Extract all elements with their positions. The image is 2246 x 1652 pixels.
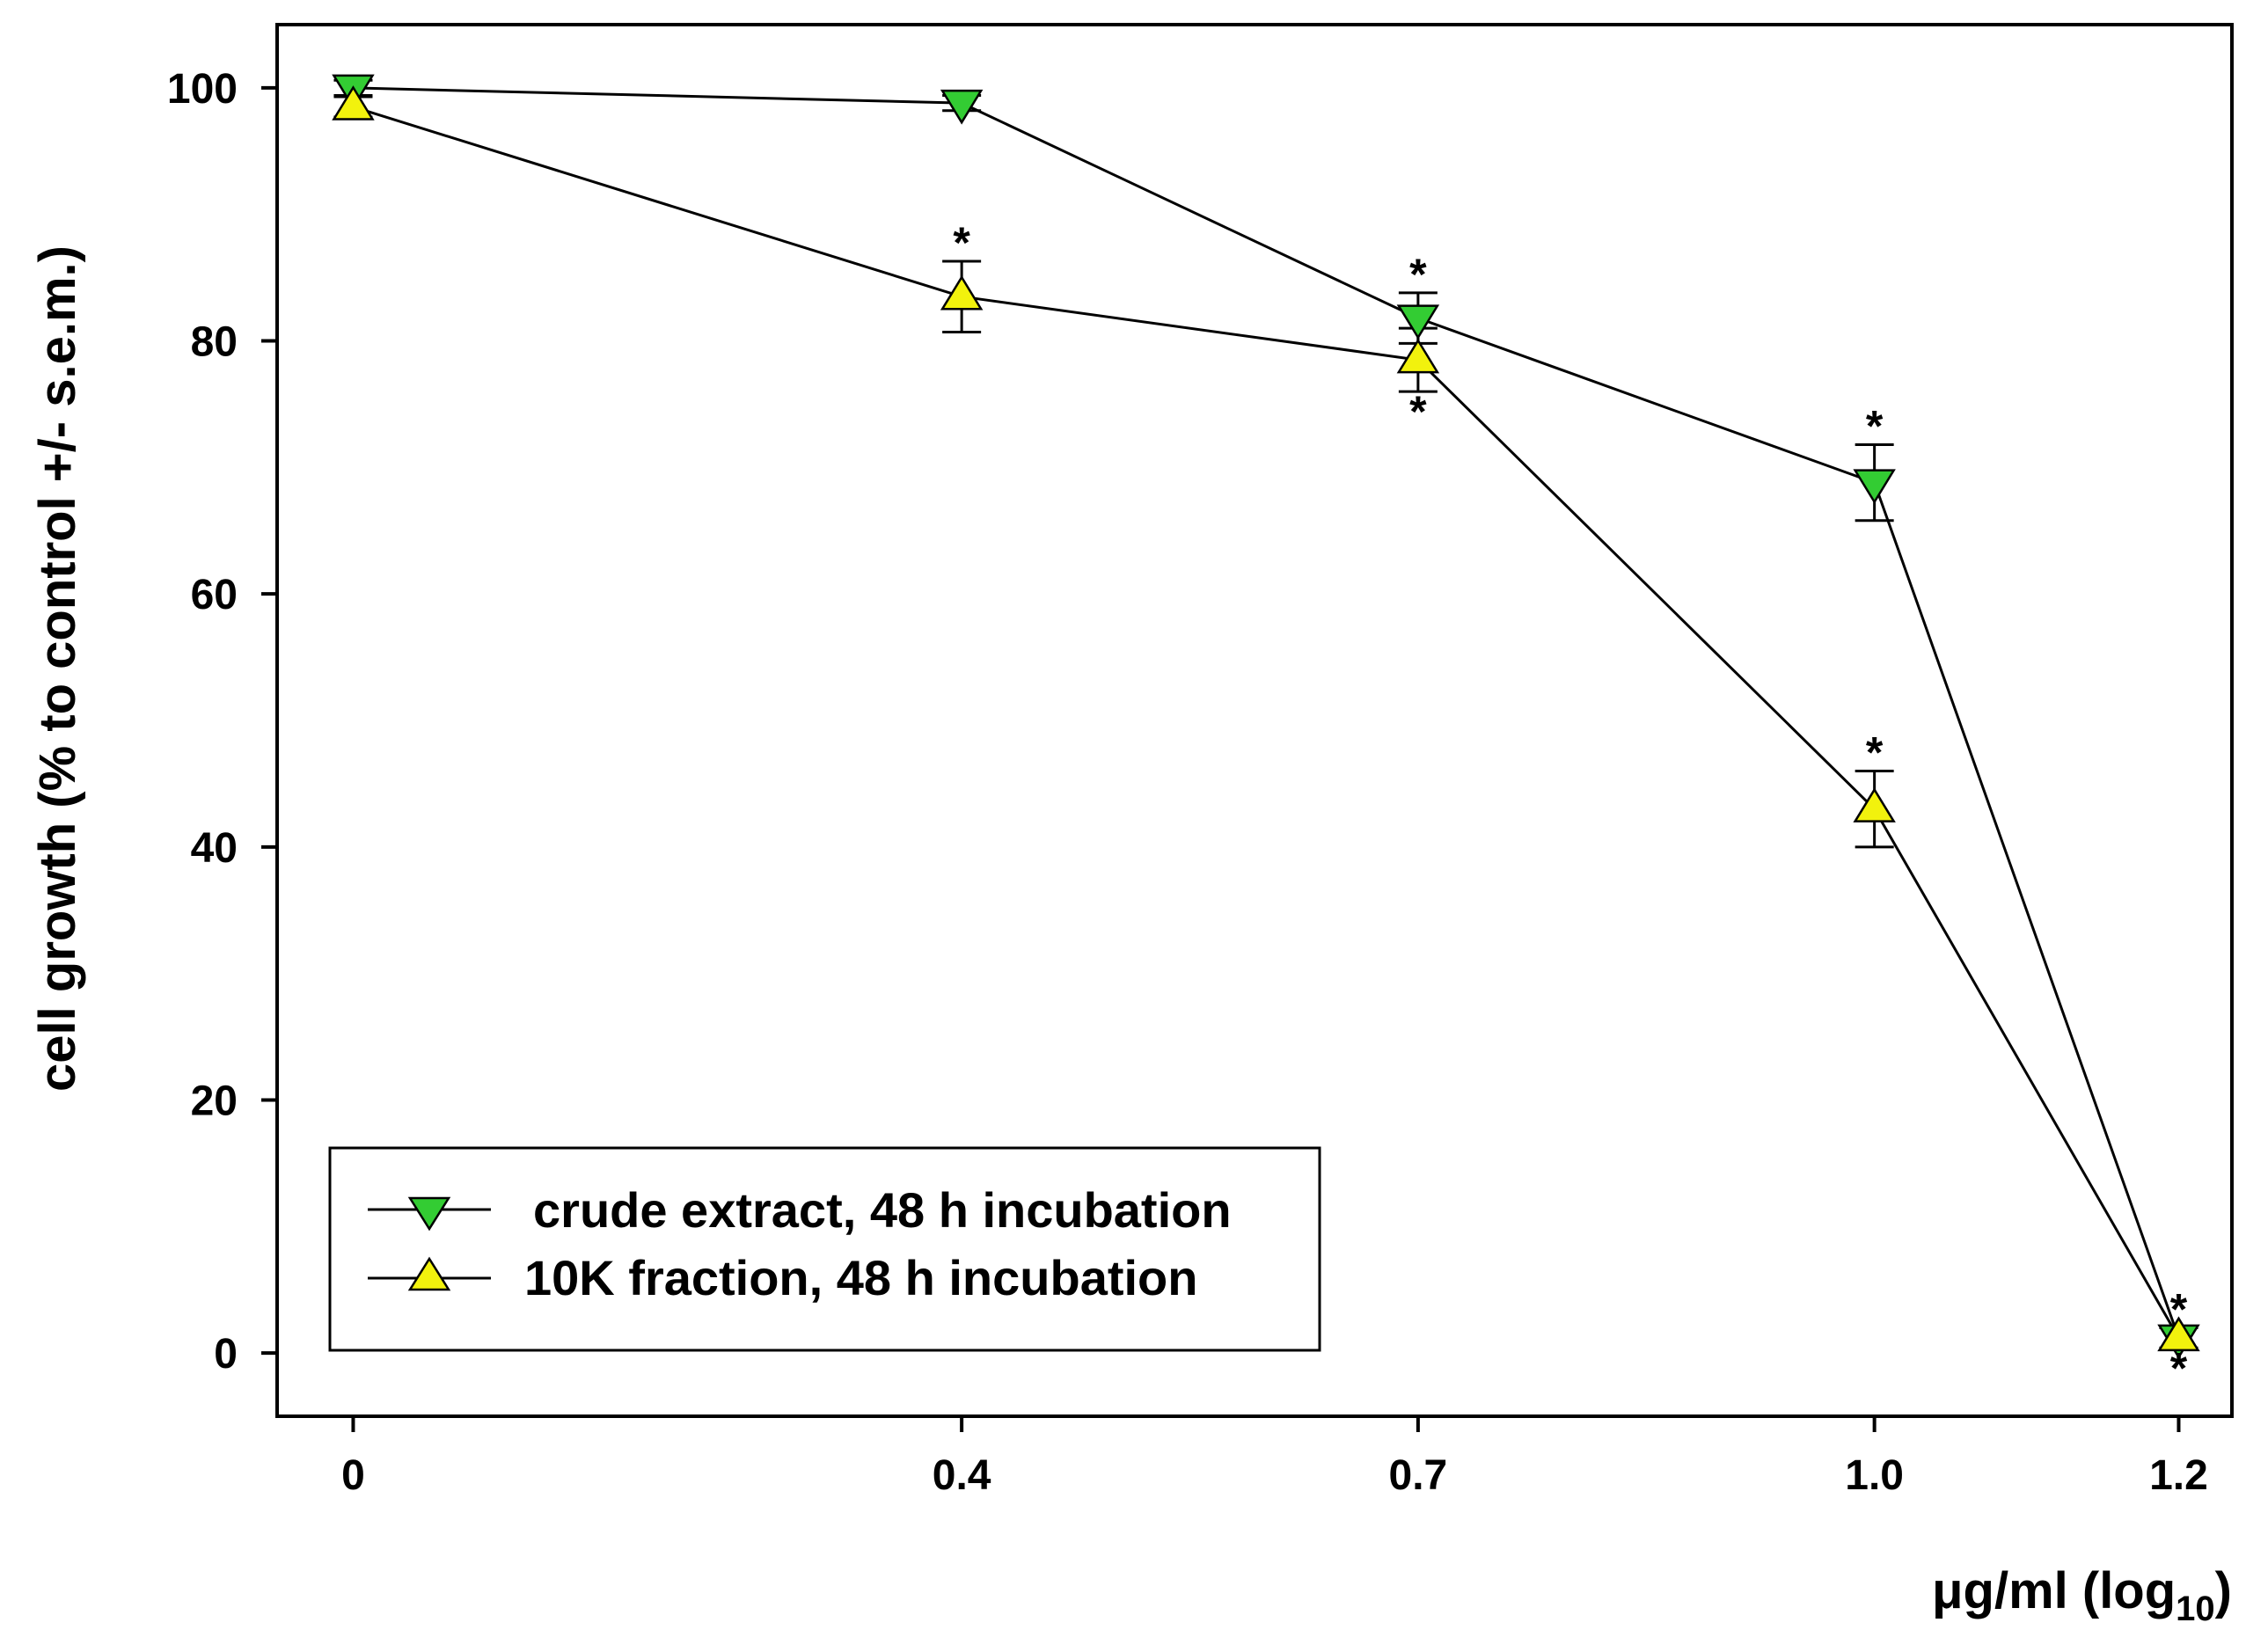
x-tick-label: 0.4: [933, 1452, 991, 1499]
legend-label-10k: 10K fraction, 48 h incubation: [524, 1250, 1197, 1305]
significance-asterisk: *: [2170, 1284, 2188, 1334]
legend-label-crude: crude extract, 48 h incubation: [533, 1182, 1232, 1238]
data-point-triangle-up: [940, 274, 984, 311]
data-point-triangle-down: [1396, 304, 1440, 340]
significance-asterisk: *: [1866, 728, 1884, 778]
x-tick-label: 1.2: [2149, 1452, 2208, 1499]
x-tick-label: 0.7: [1389, 1452, 1448, 1499]
series-layer: * * * * * * *: [332, 74, 2200, 1393]
y-axis: 0 20 40 60 80 100: [167, 66, 277, 1378]
significance-asterisk: *: [1866, 401, 1884, 450]
data-point-triangle-down: [940, 89, 984, 125]
significance-asterisk: *: [2170, 1343, 2188, 1393]
legend-marker-10k: [407, 1256, 451, 1291]
x-tick-label: 0: [341, 1452, 365, 1499]
x-axis: 0 0.4 0.7 1.0 1.2: [341, 1416, 2208, 1499]
y-tick-label: 100: [167, 66, 238, 113]
significance-asterisk: *: [1409, 250, 1427, 299]
data-point-triangle-up: [1396, 338, 1440, 374]
y-tick-label: 60: [191, 572, 238, 618]
data-point-triangle-up: [1853, 787, 1896, 822]
y-tick-label: 80: [191, 319, 238, 366]
significance-asterisk: *: [1409, 387, 1427, 436]
x-axis-title-main: μg/ml (log: [1932, 1562, 2176, 1619]
x-axis-title: μg/ml (log10): [1932, 1562, 2232, 1628]
significance-asterisk: *: [953, 218, 970, 267]
y-axis-title: cell growth (% to control +/- s.e.m.): [29, 245, 86, 1092]
x-tick-label: 1.0: [1845, 1452, 1904, 1499]
data-point-triangle-up: [2157, 1316, 2200, 1352]
data-point-triangle-up: [332, 85, 375, 121]
legend: crude extract, 48 h incubation 10K fract…: [328, 1146, 1321, 1352]
x-axis-title-subscript: 10: [2176, 1590, 2215, 1628]
plot-frame: [275, 23, 2234, 1418]
y-tick-label: 20: [191, 1078, 238, 1124]
legend-marker-crude: [407, 1196, 451, 1232]
x-axis-title-close: ): [2215, 1562, 2232, 1619]
data-point-triangle-down: [1853, 469, 1896, 505]
y-tick-label: 0: [214, 1331, 238, 1378]
y-tick-label: 40: [191, 825, 238, 872]
legend-box: [328, 1146, 1321, 1352]
